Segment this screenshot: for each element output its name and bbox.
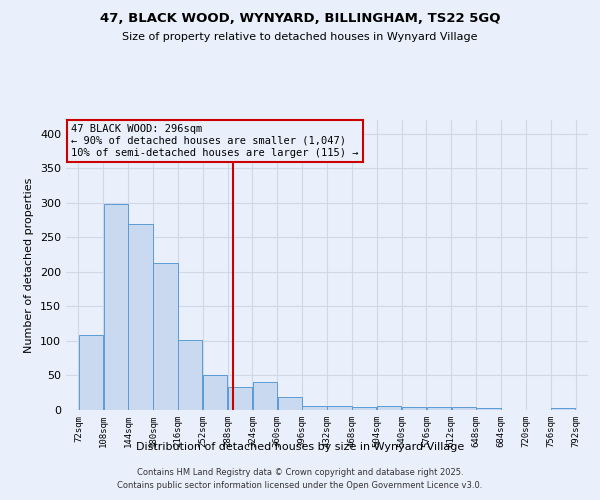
- Y-axis label: Number of detached properties: Number of detached properties: [25, 178, 34, 352]
- Bar: [302, 406, 326, 410]
- Bar: [278, 397, 302, 410]
- Bar: [79, 334, 103, 410]
- Bar: [551, 408, 575, 410]
- Bar: [402, 407, 426, 410]
- Bar: [128, 224, 152, 410]
- Text: Contains HM Land Registry data © Crown copyright and database right 2025.: Contains HM Land Registry data © Crown c…: [137, 468, 463, 477]
- Text: 47, BLACK WOOD, WYNYARD, BILLINGHAM, TS22 5GQ: 47, BLACK WOOD, WYNYARD, BILLINGHAM, TS2…: [100, 12, 500, 26]
- Bar: [104, 204, 128, 410]
- Bar: [452, 407, 476, 410]
- Bar: [178, 340, 202, 410]
- Bar: [253, 382, 277, 410]
- Bar: [352, 407, 376, 410]
- Bar: [203, 375, 227, 410]
- Text: Contains public sector information licensed under the Open Government Licence v3: Contains public sector information licen…: [118, 480, 482, 490]
- Text: 47 BLACK WOOD: 296sqm
← 90% of detached houses are smaller (1,047)
10% of semi-d: 47 BLACK WOOD: 296sqm ← 90% of detached …: [71, 124, 359, 158]
- Bar: [476, 408, 500, 410]
- Bar: [377, 406, 401, 410]
- Text: Size of property relative to detached houses in Wynyard Village: Size of property relative to detached ho…: [122, 32, 478, 42]
- Bar: [228, 387, 252, 410]
- Bar: [427, 407, 451, 410]
- Bar: [154, 263, 178, 410]
- Bar: [328, 406, 352, 410]
- Text: Distribution of detached houses by size in Wynyard Village: Distribution of detached houses by size …: [136, 442, 464, 452]
